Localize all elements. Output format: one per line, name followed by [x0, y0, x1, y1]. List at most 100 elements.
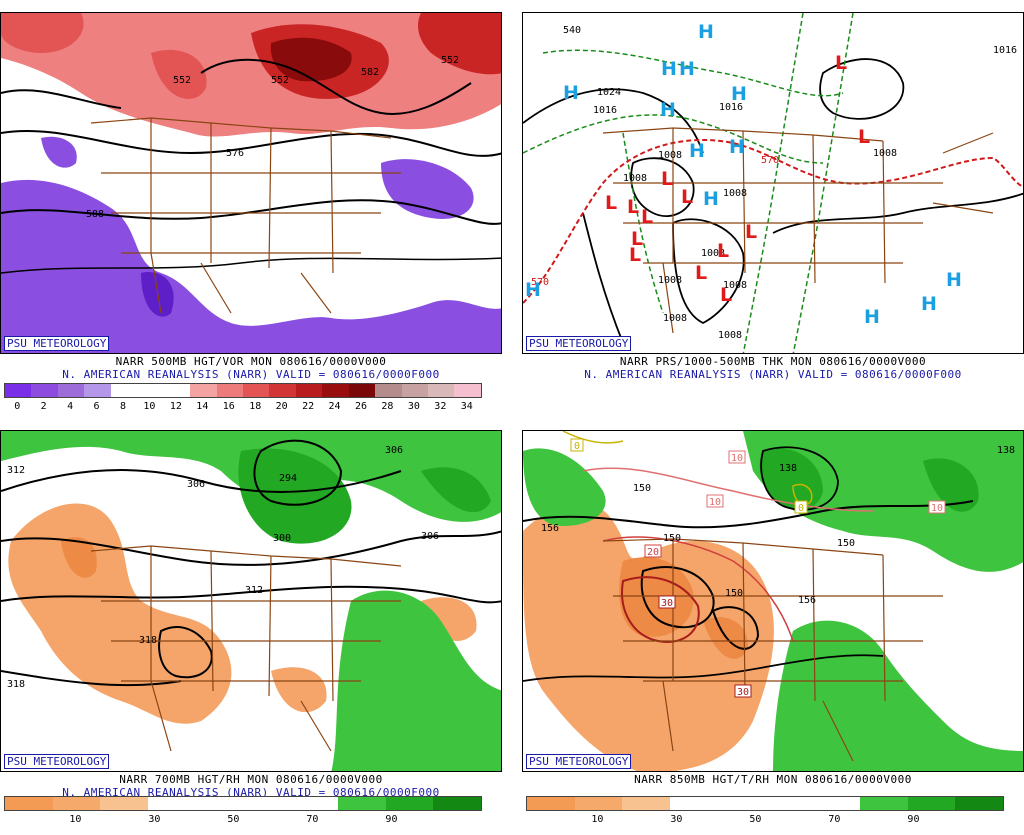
- caption-valid: N. AMERICAN REANALYSIS (NARR) VALID = 08…: [62, 368, 440, 381]
- colorbar-tick-label: 10: [143, 401, 156, 412]
- boundary-lines: [602, 538, 943, 762]
- colorbar-segment: [669, 797, 718, 810]
- contour-label: 294: [279, 473, 297, 484]
- colorbar-tick-label: 30: [407, 401, 420, 412]
- contour-label: 1008: [623, 173, 647, 184]
- colorbar-segment: [5, 384, 32, 397]
- map-850mb: 150 156 150 138 150 156 150 138 0 10 10: [522, 430, 1024, 772]
- contour-label: 540: [563, 25, 581, 36]
- map-pressure-svg: 540 1016 1024 1016 1008 1008 1008 1008 1…: [523, 13, 1023, 353]
- contour-label: 1008: [718, 330, 742, 341]
- contour-label: 156: [541, 523, 559, 534]
- colorbar-tick-label: 70: [306, 814, 319, 825]
- contour-label: 138: [997, 445, 1015, 456]
- height-contour: [200, 58, 472, 115]
- vorticity-area: [270, 37, 352, 82]
- colorbar-segment: [242, 797, 291, 810]
- colorbar-segment: [84, 384, 111, 397]
- contour-label: 1008: [873, 148, 897, 159]
- temperature-label: 0: [574, 441, 580, 452]
- colorbar-segment: [955, 797, 1003, 810]
- colorbar-tick-label: 30: [148, 814, 161, 825]
- low-pressure-symbol: L: [641, 206, 653, 228]
- contour-label: 312: [245, 585, 263, 596]
- caption-product: NARR 500MB HGT/VOR MON 080616/0000V000: [115, 355, 387, 368]
- moist-area: [421, 467, 491, 513]
- temperature-label: 30: [737, 687, 749, 698]
- colorbar-tick-label: 20: [275, 401, 288, 412]
- contour-label: 1008: [658, 275, 682, 286]
- colorbar-segment: [216, 384, 243, 397]
- temperature-label-box: 30: [734, 684, 752, 698]
- contour-label: 1024: [597, 87, 621, 98]
- height-contour: [1, 585, 501, 604]
- contour-label: 318: [7, 679, 25, 690]
- temperature-label: 10: [931, 503, 943, 514]
- contour-label: 570: [761, 155, 779, 166]
- high-pressure-symbol: H: [563, 82, 579, 104]
- colorbar-segment: [574, 797, 623, 810]
- high-pressure-symbol: H: [921, 293, 937, 315]
- vorticity-area: [381, 159, 474, 219]
- high-pressure-symbol: H: [729, 136, 745, 158]
- caption-valid: N. AMERICAN REANALYSIS (NARR) VALID = 08…: [584, 368, 962, 381]
- panel-pressure-thickness: 540 1016 1024 1016 1008 1008 1008 1008 1…: [522, 12, 1024, 417]
- map-850mb-svg: 150 156 150 138 150 156 150 138 0 10 10: [523, 431, 1023, 771]
- caption-valid: N. AMERICAN REANALYSIS (NARR) VALID = 08…: [62, 786, 440, 799]
- contour-label: 138: [779, 463, 797, 474]
- contour-label: 1016: [719, 102, 743, 113]
- map-500mb: 552 576 582 588 552 552: [0, 12, 502, 354]
- colorbar-segment: [137, 384, 164, 397]
- colorbar-tick-label: 22: [302, 401, 315, 412]
- contour-label: 1008: [658, 150, 682, 161]
- isobar: [772, 192, 1023, 234]
- height-contour: [1, 670, 182, 687]
- low-pressure-symbol: L: [695, 262, 707, 284]
- contour-label: 1008: [723, 280, 747, 291]
- boundary-lines: [90, 545, 402, 752]
- high-pressure-symbol: H: [661, 58, 677, 80]
- colorbar-ticks: 10 30 50 70 90: [4, 814, 480, 826]
- colorbar: [4, 383, 482, 398]
- isobar: [819, 58, 905, 120]
- moist-area: [759, 448, 823, 510]
- low-pressure-symbol: L: [631, 228, 643, 250]
- colorbar-segment: [385, 797, 434, 810]
- contour-label: 1008: [663, 313, 687, 324]
- temperature-label-box: 0: [794, 500, 808, 514]
- isobar: [630, 157, 695, 218]
- colorbar-tick-label: 26: [354, 401, 368, 412]
- contour-label: 306: [385, 445, 403, 456]
- psu-meteorology-badge: PSU METEOROLOGY: [4, 754, 110, 769]
- colorbar-segment: [527, 797, 575, 810]
- isobar: [523, 88, 704, 154]
- colorbar-segment: [338, 797, 386, 810]
- height-contour: [1, 89, 122, 109]
- temperature-contour: [602, 536, 794, 642]
- high-pressure-symbol: H: [703, 188, 719, 210]
- contour-label: 312: [7, 465, 25, 476]
- vorticity-area: [1, 179, 501, 353]
- high-pressure-symbol: H: [864, 306, 880, 328]
- colorbar-tick-label: 0: [14, 401, 21, 412]
- colorbar-segment: [764, 797, 813, 810]
- colorbar-tick-label: 34: [460, 401, 473, 412]
- colorbar-segment: [195, 797, 243, 810]
- thickness-contour: [742, 13, 804, 353]
- colorbar-tick-label: 32: [434, 401, 447, 412]
- low-pressure-symbol: L: [661, 168, 673, 190]
- height-contour: [253, 439, 343, 506]
- colorbar-tick-label: 50: [227, 814, 240, 825]
- map-pressure: 540 1016 1024 1016 1008 1008 1008 1008 1…: [522, 12, 1024, 354]
- panel-700mb-rh: 312 306 294 300 306 312 318 318 306 PSU …: [0, 430, 502, 835]
- isobar: [582, 212, 624, 344]
- contour-label: 552: [441, 55, 459, 66]
- low-pressure-symbol: L: [835, 52, 847, 74]
- colorbar-segment: [147, 797, 196, 810]
- colorbar-segment: [622, 797, 670, 810]
- temperature-label-box: 10: [706, 494, 724, 508]
- height-contour: [158, 626, 213, 679]
- temperature-contour: [621, 576, 700, 643]
- contour-label: 306: [187, 479, 205, 490]
- high-pressure-symbol: H: [731, 83, 747, 105]
